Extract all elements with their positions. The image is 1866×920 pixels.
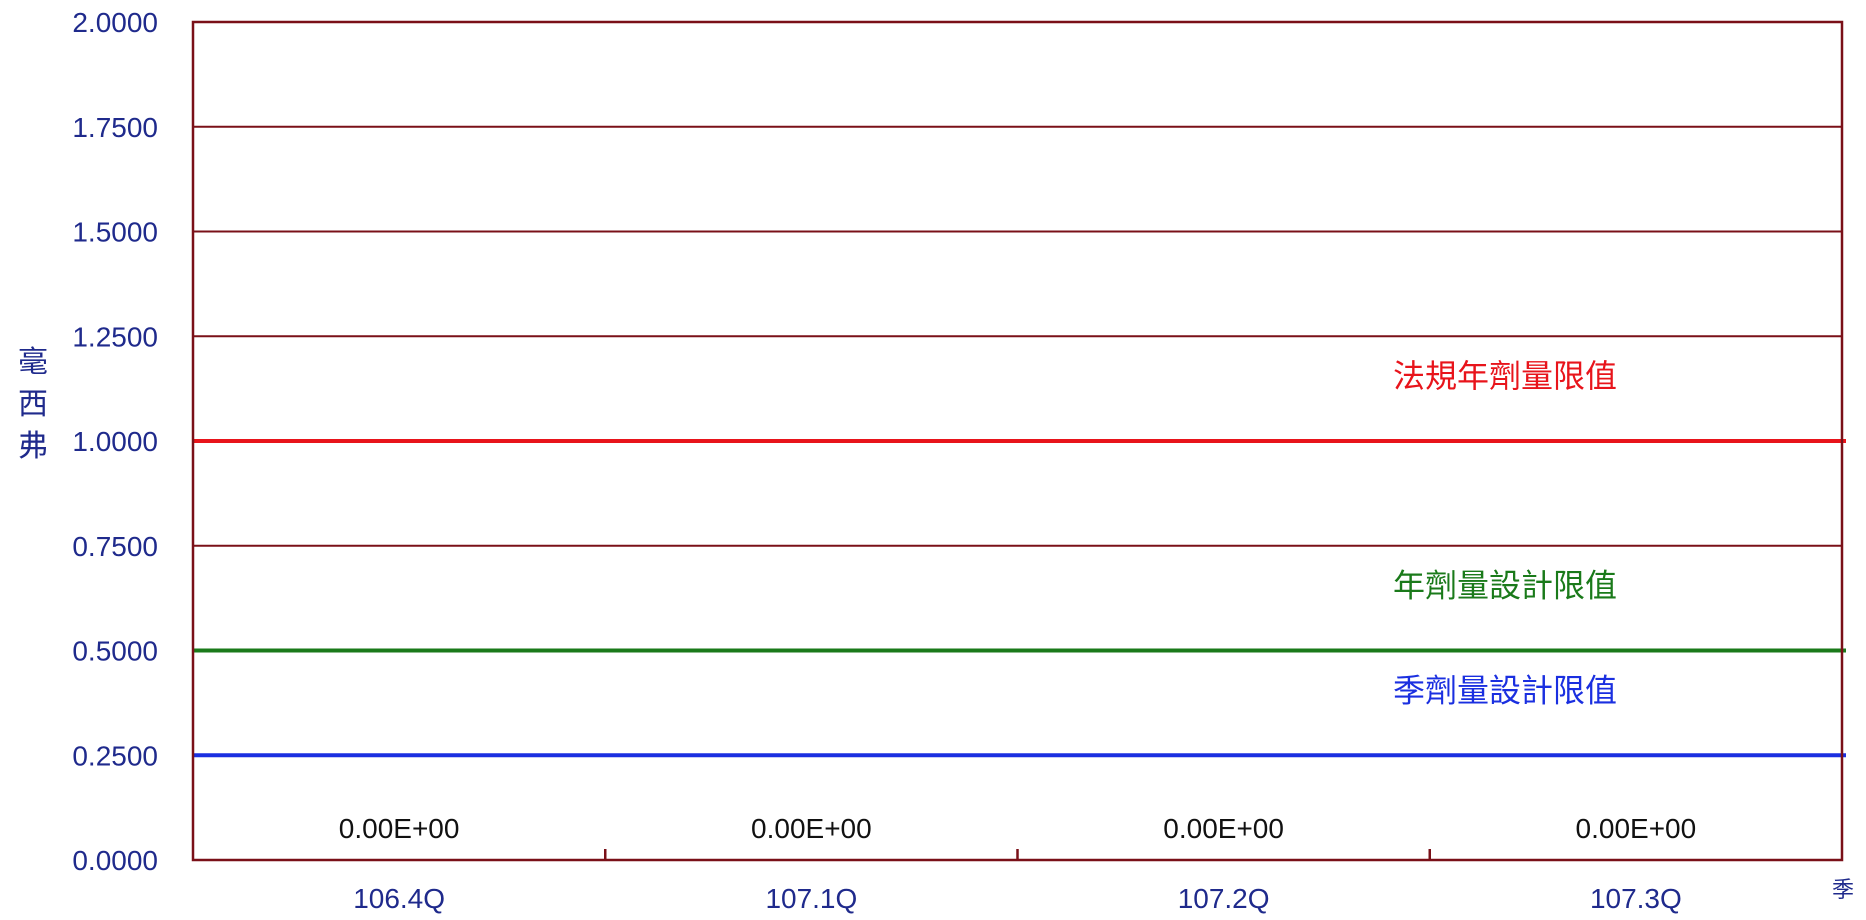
x-tick-label: 107.1Q [765, 883, 857, 914]
data-label: 0.00E+00 [339, 813, 460, 844]
x-axis-unit-label: 季 [1832, 878, 1854, 903]
y-tick-label: 0.0000 [72, 845, 158, 876]
reference-line-label: 年劑量設計限值 [1393, 567, 1617, 605]
y-tick-labels: 0.0000 0.2500 0.5000 0.7500 1.0000 1.2500 1.50… [72, 7, 158, 876]
y-tick-label: 1.5000 [72, 217, 158, 248]
y-tick-label: 1.0000 [72, 426, 158, 457]
x-tick-label: 106.4Q [353, 883, 445, 914]
data-label: 0.00E+00 [751, 813, 872, 844]
y-tick-label: 1.7500 [72, 112, 158, 143]
reference-line-label: 季劑量設計限值 [1393, 671, 1617, 709]
x-tick-label: 107.2Q [1178, 883, 1270, 914]
y-axis-label-char: 弗 [18, 429, 48, 464]
data-label: 0.00E+00 [1163, 813, 1284, 844]
y-tick-label: 1.2500 [72, 321, 158, 352]
data-labels: 0.00E+00 0.00E+00 0.00E+00 0.00E+00 [339, 813, 1696, 844]
y-tick-label: 0.7500 [72, 531, 158, 562]
y-tick-label: 0.5000 [72, 636, 158, 667]
y-tick-label: 0.2500 [72, 740, 158, 771]
reference-line-label: 法規年劑量限值 [1393, 357, 1617, 395]
y-axis-label-char: 西 [18, 387, 48, 422]
x-tick-label: 107.3Q [1590, 883, 1682, 914]
data-label: 0.00E+00 [1576, 813, 1697, 844]
x-tick-labels: 106.4Q 107.1Q 107.2Q 107.3Q [353, 883, 1682, 914]
y-axis-label: 毫西弗 [18, 345, 48, 464]
axes [191, 20, 1844, 862]
y-tick-label: 2.0000 [72, 7, 158, 38]
y-axis-label-char: 毫 [18, 345, 48, 380]
reference-lines [193, 439, 1846, 758]
